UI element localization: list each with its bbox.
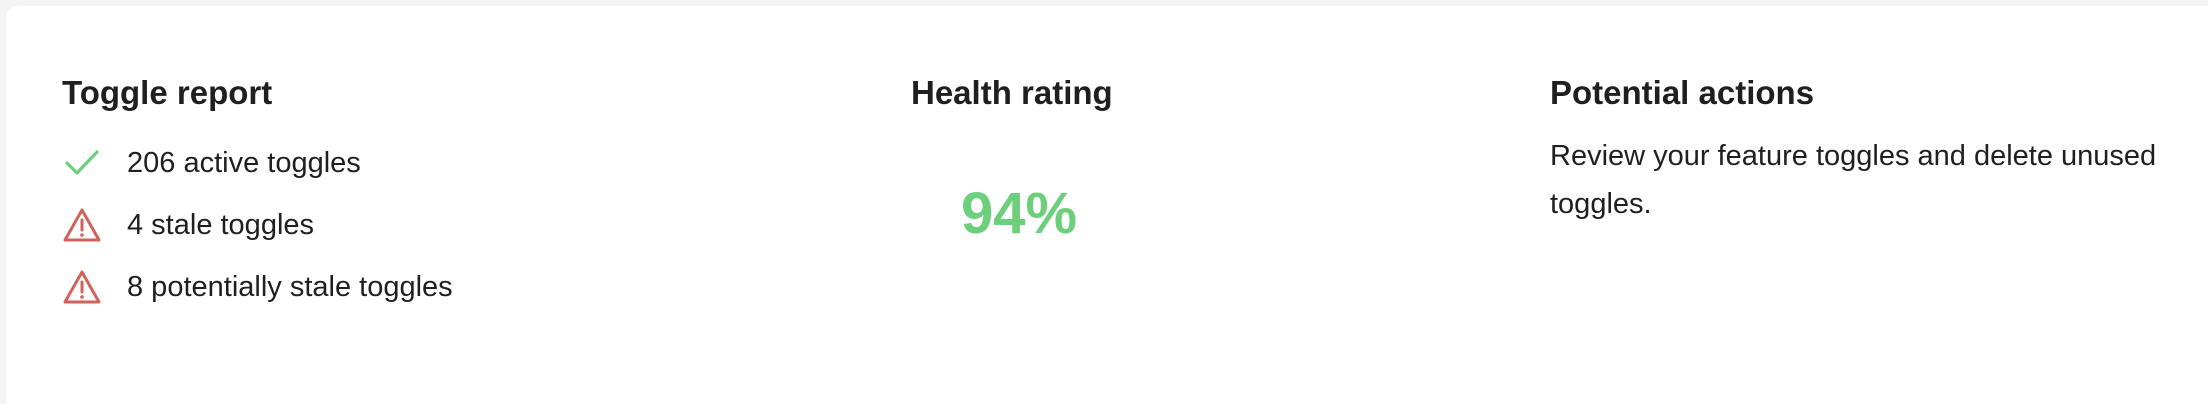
report-item-stale: 4 stale toggles	[62, 194, 453, 256]
report-item-label: 4 stale toggles	[127, 208, 315, 241]
report-item-label: 206 active toggles	[127, 146, 361, 179]
report-item-label: 8 potentially stale toggles	[127, 270, 453, 303]
toggle-report-title: Toggle report	[62, 74, 273, 111]
check-icon	[62, 143, 102, 183]
warning-triangle-icon	[62, 267, 102, 307]
potential-actions-text: Review your feature toggles and delete u…	[1550, 140, 2157, 220]
toggle-report-card: Toggle report 206 active toggles	[6, 6, 2208, 404]
health-rating-value: 94%	[961, 181, 1078, 246]
report-item-active: 206 active toggles	[62, 132, 453, 194]
potential-actions-title: Potential actions	[1550, 74, 1815, 111]
report-item-potentially-stale: 8 potentially stale toggles	[62, 256, 453, 318]
toggle-report-list: 206 active toggles 4 stale toggles	[62, 132, 453, 318]
warning-triangle-icon	[62, 205, 102, 245]
health-rating-title: Health rating	[911, 74, 1113, 111]
